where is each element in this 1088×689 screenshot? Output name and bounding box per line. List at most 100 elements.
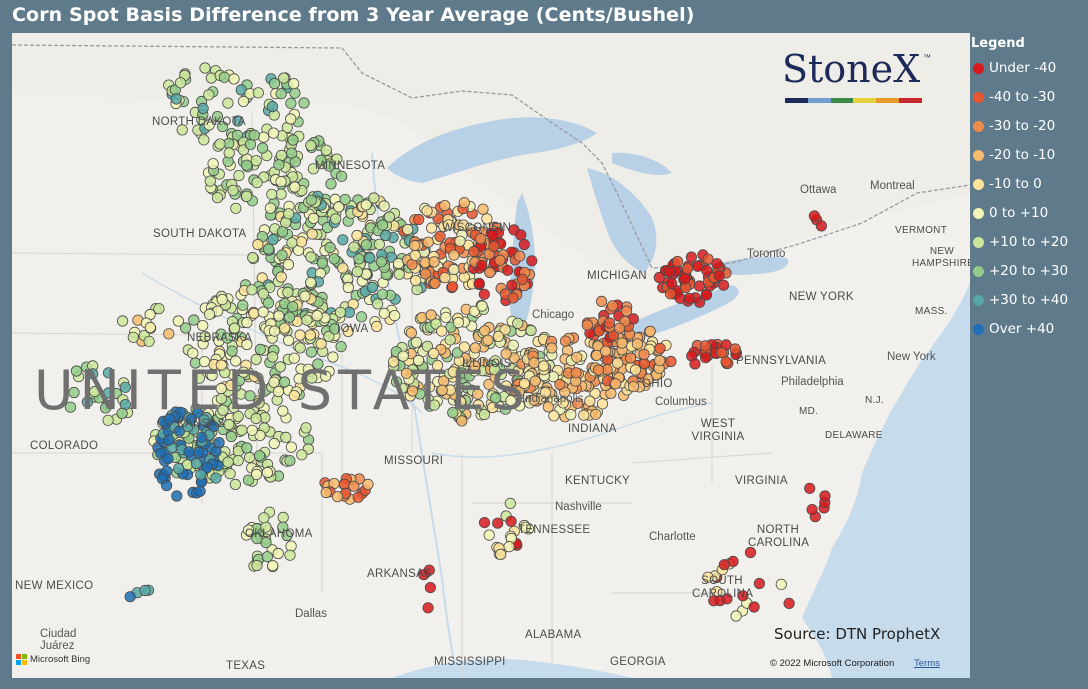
basis-point[interactable] (654, 342, 666, 354)
basis-point[interactable] (753, 577, 766, 590)
basis-point[interactable] (282, 286, 294, 298)
basis-point[interactable] (223, 418, 235, 431)
basis-point[interactable] (421, 205, 433, 217)
basis-point[interactable] (808, 210, 821, 222)
basis-point[interactable] (700, 289, 713, 301)
basis-point[interactable] (546, 342, 558, 354)
basis-point[interactable] (500, 348, 512, 360)
basis-point[interactable] (288, 352, 300, 364)
basis-point[interactable] (469, 360, 481, 372)
basis-point[interactable] (287, 301, 299, 313)
basis-point[interactable] (68, 386, 80, 399)
basis-point[interactable] (261, 551, 273, 563)
basis-point[interactable] (328, 253, 340, 265)
basis-point[interactable] (230, 355, 242, 367)
basis-point[interactable] (665, 355, 677, 368)
basis-point[interactable] (215, 359, 227, 371)
basis-point[interactable] (175, 77, 187, 89)
basis-point[interactable] (671, 255, 684, 268)
basis-point[interactable] (275, 88, 287, 100)
basis-point[interactable] (501, 264, 514, 276)
basis-point[interactable] (596, 398, 609, 410)
basis-point[interactable] (281, 529, 293, 542)
basis-point[interactable] (64, 401, 77, 413)
basis-point[interactable] (478, 516, 491, 529)
basis-point[interactable] (300, 422, 312, 434)
basis-point[interactable] (218, 71, 230, 83)
basis-point[interactable] (458, 341, 470, 353)
basis-point[interactable] (526, 255, 538, 267)
basis-point[interactable] (244, 390, 256, 402)
basis-point[interactable] (190, 457, 202, 470)
basis-point[interactable] (519, 521, 531, 533)
basis-point[interactable] (436, 384, 448, 396)
basis-point[interactable] (87, 368, 99, 380)
basis-point[interactable] (518, 377, 531, 390)
basis-point[interactable] (373, 238, 385, 250)
basis-point[interactable] (383, 211, 395, 223)
basis-point[interactable] (595, 295, 608, 307)
basis-point[interactable] (192, 446, 205, 458)
basis-point[interactable] (494, 254, 506, 266)
basis-point[interactable] (199, 331, 211, 343)
basis-point[interactable] (447, 406, 459, 419)
basis-point[interactable] (352, 491, 364, 503)
basis-point[interactable] (428, 399, 440, 411)
basis-point[interactable] (252, 238, 264, 251)
basis-point[interactable] (469, 342, 481, 354)
basis-point[interactable] (116, 407, 128, 419)
basis-point[interactable] (211, 111, 224, 123)
basis-point[interactable] (454, 235, 466, 247)
basis-point[interactable] (815, 220, 828, 232)
basis-point[interactable] (486, 229, 499, 241)
basis-point[interactable] (163, 328, 175, 340)
basis-point[interactable] (337, 262, 349, 274)
basis-point[interactable] (222, 97, 234, 109)
basis-point[interactable] (241, 316, 253, 329)
basis-point[interactable] (274, 361, 286, 373)
basis-point[interactable] (525, 324, 537, 337)
basis-point[interactable] (226, 345, 238, 357)
basis-point[interactable] (264, 202, 276, 214)
basis-point[interactable] (275, 149, 287, 162)
basis-point[interactable] (272, 385, 284, 398)
basis-point[interactable] (210, 472, 222, 484)
basis-point[interactable] (283, 311, 296, 323)
basis-point[interactable] (425, 309, 437, 321)
basis-point[interactable] (228, 401, 240, 413)
basis-point[interactable] (247, 252, 259, 264)
basis-point[interactable] (488, 240, 500, 252)
basis-point[interactable] (484, 266, 496, 279)
basis-point[interactable] (251, 532, 263, 545)
basis-point[interactable] (353, 253, 365, 265)
basis-point[interactable] (483, 529, 495, 541)
basis-point[interactable] (729, 343, 741, 355)
basis-point[interactable] (170, 93, 182, 105)
basis-point[interactable] (355, 311, 368, 323)
basis-point[interactable] (144, 321, 156, 333)
basis-point[interactable] (730, 610, 742, 622)
basis-point[interactable] (629, 364, 642, 376)
basis-point[interactable] (237, 95, 250, 108)
basis-point[interactable] (289, 181, 301, 193)
basis-point[interactable] (233, 170, 245, 182)
basis-point[interactable] (273, 159, 285, 171)
basis-point[interactable] (316, 257, 328, 269)
basis-point[interactable] (376, 219, 389, 231)
basis-point[interactable] (229, 478, 241, 490)
basis-point[interactable] (193, 372, 205, 384)
basis-point[interactable] (500, 380, 512, 392)
basis-point[interactable] (195, 469, 207, 481)
basis-point[interactable] (775, 578, 787, 590)
basis-point[interactable] (422, 236, 434, 248)
basis-point[interactable] (584, 395, 596, 407)
basis-point[interactable] (717, 279, 730, 291)
basis-point[interactable] (204, 175, 216, 187)
basis-point[interactable] (410, 336, 422, 348)
basis-point[interactable] (306, 372, 318, 384)
basis-point[interactable] (504, 497, 516, 509)
basis-point[interactable] (638, 357, 651, 370)
basis-point[interactable] (267, 351, 279, 363)
basis-point[interactable] (139, 584, 151, 597)
basis-point[interactable] (268, 77, 281, 90)
